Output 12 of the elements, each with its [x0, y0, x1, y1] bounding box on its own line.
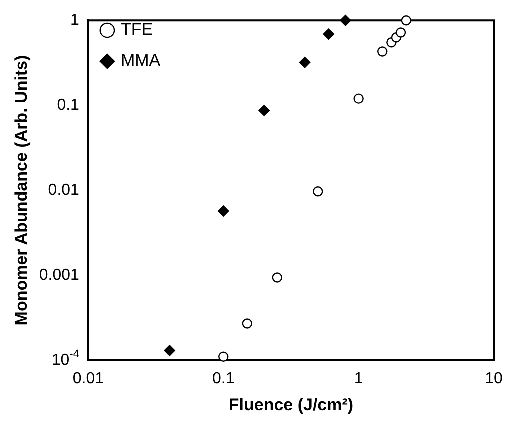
- y-axis-title: Monomer Abundance (Arb. Units): [12, 55, 31, 326]
- y-tick-label: 0.01: [48, 182, 80, 199]
- x-tick-label: 1: [354, 370, 364, 388]
- x-tick-label: 0.1: [212, 370, 235, 388]
- y-tick-label: 1: [70, 12, 80, 30]
- x-tick-label: 10: [485, 370, 503, 388]
- y-tick-label: 0.1: [57, 96, 80, 114]
- x-axis-title: Fluence (J/cm²): [228, 395, 354, 414]
- legend-label: MMA: [120, 51, 162, 70]
- x-tick-label: 0.01: [72, 370, 104, 388]
- legend-label: TFE: [120, 20, 154, 40]
- y-tick-label: 0.001: [39, 266, 80, 284]
